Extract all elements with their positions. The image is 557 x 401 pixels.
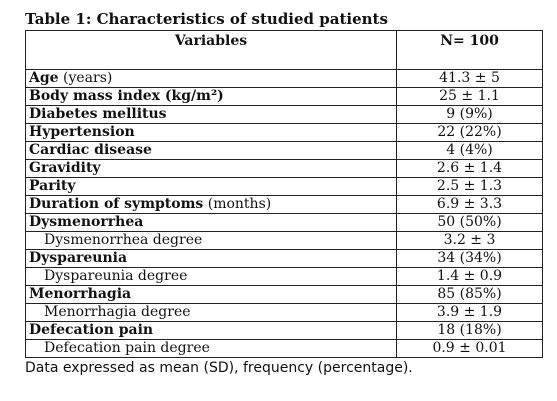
- row-label: Age: [29, 70, 59, 86]
- row-label: Parity: [29, 178, 76, 194]
- row-value: 22 (22%): [396, 123, 543, 142]
- table-row: Body mass index (kg/m²) 25 ± 1.1: [25, 87, 543, 106]
- row-label-cell: Gravidity: [25, 159, 397, 178]
- table-row: Dyspareunia degree 1.4 ± 0.9: [25, 267, 543, 286]
- row-value: 41.3 ± 5: [396, 69, 543, 88]
- row-value: 85 (85%): [396, 285, 543, 304]
- row-label: Dyspareunia: [29, 250, 128, 266]
- row-value: 3.2 ± 3: [396, 231, 543, 250]
- row-label-cell: Defecation pain: [25, 321, 397, 340]
- row-value: 18 (18%): [396, 321, 543, 340]
- row-label-cell: Parity: [25, 177, 397, 196]
- row-label-cell: Dyspareunia degree: [25, 267, 397, 286]
- row-label-cell: Duration of symptoms (months): [25, 195, 397, 214]
- table-row: Parity 2.5 ± 1.3: [25, 177, 543, 196]
- characteristics-table: Variables N= 100 Age (years) 41.3 ± 5 Body…: [25, 30, 543, 358]
- row-unit: (months): [203, 196, 272, 212]
- row-label: Defecation pain degree: [44, 340, 210, 356]
- row-label: Menorrhagia degree: [44, 304, 191, 320]
- row-label-cell: Menorrhagia degree: [25, 303, 397, 322]
- row-label-cell: Age (years): [25, 69, 397, 88]
- row-value: 2.5 ± 1.3: [396, 177, 543, 196]
- row-label-cell: Cardiac disease: [25, 141, 397, 160]
- row-value: 2.6 ± 1.4: [396, 159, 543, 178]
- row-label-cell: Menorrhagia: [25, 285, 397, 304]
- table-row: Diabetes mellitus 9 (9%): [25, 105, 543, 124]
- row-label: Dyspareunia degree: [44, 268, 188, 284]
- table-row: Defecation pain 18 (18%): [25, 321, 543, 340]
- table-row: Menorrhagia 85 (85%): [25, 285, 543, 304]
- table-footnote: Data expressed as mean (SD), frequency (…: [25, 360, 413, 376]
- row-label-cell: Dysmenorrhea degree: [25, 231, 397, 250]
- row-label: Duration of symptoms: [29, 196, 204, 212]
- table-body: Age (years) 41.3 ± 5 Body mass index (kg/m…: [25, 69, 543, 358]
- table-row: Hypertension 22 (22%): [25, 123, 543, 142]
- row-value: 25 ± 1.1: [396, 87, 543, 106]
- table-row: Menorrhagia degree 3.9 ± 1.9: [25, 303, 543, 322]
- table-row: Age (years) 41.3 ± 5: [25, 69, 543, 88]
- row-label: Hypertension: [29, 124, 135, 140]
- table-row: Dyspareunia 34 (34%): [25, 249, 543, 268]
- row-label: Cardiac disease: [29, 142, 152, 158]
- table-row: Cardiac disease 4 (4%): [25, 141, 543, 160]
- row-label-cell: Diabetes mellitus: [25, 105, 397, 124]
- row-label-cell: Dyspareunia: [25, 249, 397, 268]
- row-label: Dysmenorrhea degree: [44, 232, 203, 248]
- row-value: 34 (34%): [396, 249, 543, 268]
- table-row: Gravidity 2.6 ± 1.4: [25, 159, 543, 178]
- row-value: 50 (50%): [396, 213, 543, 232]
- table-header-row: Variables N= 100: [25, 30, 543, 70]
- row-label-cell: Dysmenorrhea: [25, 213, 397, 232]
- row-value: 0.9 ± 0.01: [396, 339, 543, 358]
- row-label: Diabetes mellitus: [29, 106, 167, 122]
- row-unit: (years): [58, 70, 113, 86]
- row-label: Menorrhagia: [29, 286, 132, 302]
- row-label-cell: Defecation pain degree: [25, 339, 397, 358]
- header-n: N= 100: [396, 30, 543, 70]
- row-label: Gravidity: [29, 160, 101, 176]
- row-label-cell: Body mass index (kg/m²): [25, 87, 397, 106]
- table-caption: Table 1: Characteristics of studied pati…: [25, 10, 388, 28]
- table-container: Table 1: Characteristics of studied pati…: [24, 8, 544, 376]
- row-value: 9 (9%): [396, 105, 543, 124]
- row-value: 4 (4%): [396, 141, 543, 160]
- row-label: Defecation pain: [29, 322, 154, 338]
- row-value: 6.9 ± 3.3: [396, 195, 543, 214]
- row-label: Body mass index (kg/m²): [29, 88, 224, 104]
- row-label: Dysmenorrhea: [29, 214, 144, 230]
- table-row: Dysmenorrhea 50 (50%): [25, 213, 543, 232]
- table-row: Duration of symptoms (months) 6.9 ± 3.3: [25, 195, 543, 214]
- row-value: 1.4 ± 0.9: [396, 267, 543, 286]
- header-variables: Variables: [25, 30, 397, 70]
- table-row: Defecation pain degree 0.9 ± 0.01: [25, 339, 543, 358]
- row-label-cell: Hypertension: [25, 123, 397, 142]
- row-value: 3.9 ± 1.9: [396, 303, 543, 322]
- table-row: Dysmenorrhea degree 3.2 ± 3: [25, 231, 543, 250]
